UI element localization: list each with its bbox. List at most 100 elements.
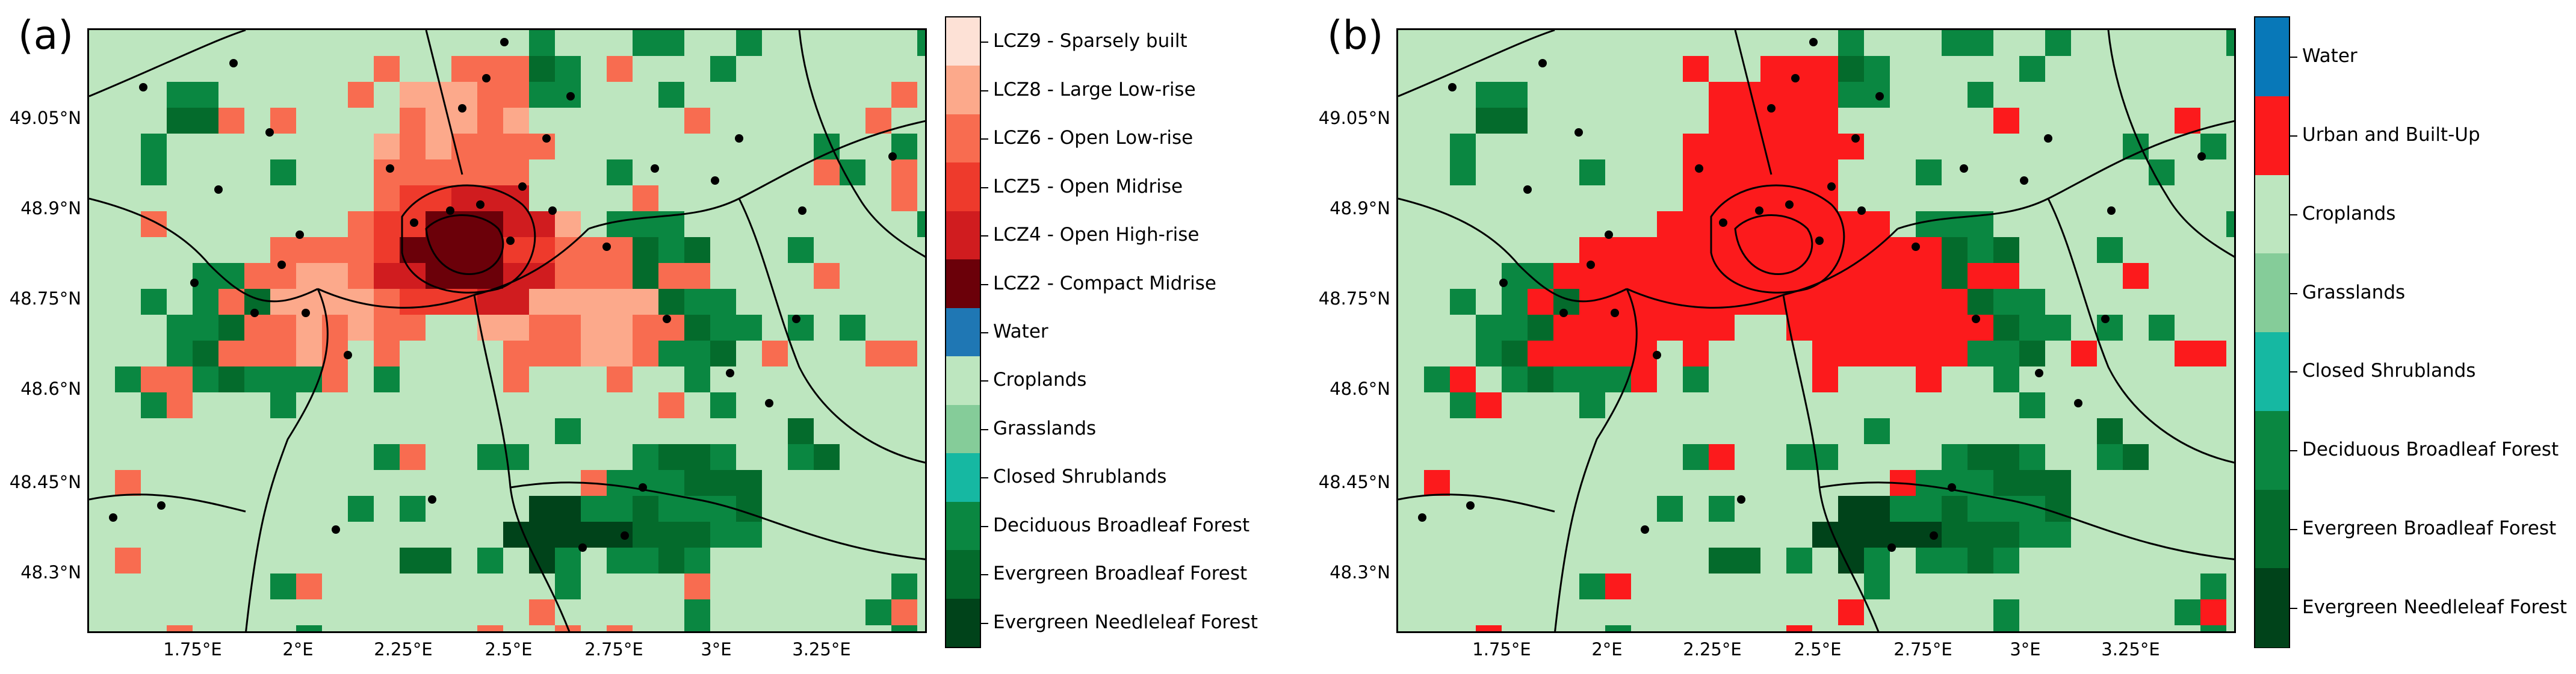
x-tick-label: 3°E: [701, 639, 732, 660]
land-cover-cell: [1450, 366, 1476, 392]
panel-a-map[interactable]: [87, 28, 927, 633]
admin-boundary: [2047, 198, 2234, 464]
land-cover-cell: [555, 237, 581, 263]
land-cover-cell: [891, 159, 917, 185]
colorbar-tick: [981, 622, 988, 624]
colorbar-segment: [2255, 96, 2289, 175]
land-cover-cell: [218, 366, 244, 392]
city-marker: [1827, 182, 1836, 191]
land-cover-cell: [451, 185, 477, 211]
land-cover-cell: [1993, 289, 2019, 315]
panel-b-map[interactable]: [1396, 28, 2236, 633]
land-cover-cell: [115, 366, 141, 392]
land-cover-cell: [296, 574, 322, 599]
land-cover-cell: [503, 134, 529, 159]
land-cover-cell: [684, 366, 710, 392]
land-cover-cell: [2123, 263, 2149, 289]
land-cover-cell: [2019, 56, 2045, 82]
land-cover-cell: [736, 522, 762, 548]
land-cover-cell: [218, 315, 244, 341]
land-cover-cell: [2226, 30, 2234, 56]
colorbar-tick: [981, 428, 988, 430]
inner-ring-boundary: [1710, 184, 1845, 294]
land-cover-cell: [1812, 108, 1838, 134]
land-cover-cell: [400, 134, 426, 159]
city-marker: [229, 59, 238, 67]
land-cover-cell: [1683, 289, 1709, 315]
land-cover-cell: [607, 237, 633, 263]
admin-boundary: [588, 120, 925, 230]
inner-ring-boundary: [425, 214, 504, 276]
land-cover-cell: [1450, 159, 1476, 185]
land-cover-cell: [1657, 496, 1683, 522]
y-tick-label: 48.75°N: [1318, 288, 1390, 309]
land-cover-cell: [891, 599, 917, 625]
land-cover-cell: [1993, 108, 2019, 134]
legend-label: Grasslands: [993, 417, 1097, 439]
land-cover-cell: [1812, 134, 1838, 159]
land-cover-cell: [477, 82, 503, 108]
land-cover-cell: [607, 470, 633, 496]
land-cover-cell: [555, 522, 581, 548]
land-cover-cell: [1968, 237, 1993, 263]
colorbar-segment: [2255, 410, 2289, 490]
land-cover-cell: [1864, 496, 1890, 522]
land-cover-cell: [633, 548, 658, 574]
land-cover-cell: [1657, 211, 1683, 237]
colorbar-tick: [2290, 292, 2297, 294]
city-marker: [1791, 74, 1800, 82]
city-marker: [2107, 206, 2116, 215]
land-cover-cell: [1683, 185, 1709, 211]
land-cover-cell: [1579, 574, 1605, 599]
city-marker: [1611, 309, 1619, 317]
land-cover-cell: [270, 159, 296, 185]
land-cover-cell: [1476, 108, 1502, 134]
land-cover-cell: [1942, 444, 1968, 470]
land-cover-cell: [1993, 315, 2019, 341]
land-cover-cell: [1657, 237, 1683, 263]
city-marker: [663, 315, 671, 323]
land-cover-cell: [633, 263, 658, 289]
land-cover-cell: [581, 289, 607, 315]
land-cover-cell: [555, 496, 581, 522]
land-cover-cell: [1864, 56, 1890, 82]
land-cover-cell: [1864, 574, 1890, 599]
legend-label: Evergreen Broadleaf Forest: [2302, 517, 2557, 539]
land-cover-cell: [348, 82, 374, 108]
land-cover-cell: [710, 522, 736, 548]
land-cover-cell: [1916, 263, 1942, 289]
colorbar-tick: [981, 283, 988, 285]
land-cover-cell: [1890, 341, 1916, 366]
land-cover-cell: [581, 522, 607, 548]
land-cover-cell: [477, 548, 503, 574]
land-cover-cell: [555, 574, 581, 599]
land-cover-cell: [1553, 366, 1579, 392]
land-cover-cell: [374, 289, 400, 315]
legend-label: Closed Shrublands: [2302, 360, 2476, 382]
land-cover-cell: [2200, 574, 2226, 599]
city-marker: [542, 134, 551, 143]
land-cover-cell: [322, 263, 348, 289]
land-cover-cell: [1993, 470, 2019, 496]
land-cover-cell: [581, 341, 607, 366]
colorbar-segment: [946, 259, 980, 309]
land-cover-cell: [244, 315, 270, 341]
land-cover-cell: [141, 392, 167, 418]
admin-boundary: [425, 30, 463, 175]
land-cover-cell: [1890, 496, 1916, 522]
land-cover-cell: [1605, 574, 1631, 599]
land-cover-cell: [1735, 108, 1760, 134]
land-cover-cell: [1502, 366, 1528, 392]
land-cover-cell: [1786, 444, 1812, 470]
land-cover-cell: [633, 341, 658, 366]
land-cover-cell: [555, 289, 581, 315]
land-cover-cell: [529, 56, 555, 82]
land-cover-cell: [2175, 341, 2200, 366]
land-cover-cell: [451, 108, 477, 134]
y-tick-label: 48.9°N: [20, 198, 81, 218]
land-cover-cell: [1968, 263, 1993, 289]
land-cover-cell: [141, 289, 167, 315]
land-cover-cell: [1709, 496, 1735, 522]
city-marker: [2035, 369, 2043, 377]
land-cover-cell: [891, 82, 917, 108]
